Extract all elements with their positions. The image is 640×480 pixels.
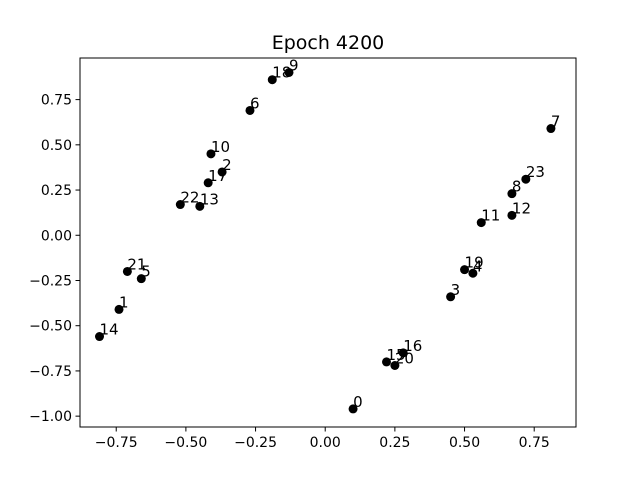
plot-area-frame (79, 57, 577, 428)
data-point-label: 13 (200, 190, 219, 208)
data-point-marker (348, 404, 358, 414)
data-point-marker (507, 210, 517, 220)
data-point-marker (398, 348, 408, 358)
data-point-marker (521, 174, 531, 184)
data-point-label: 22 (180, 189, 199, 207)
data-point-marker (507, 189, 517, 199)
data-point-label: 18 (272, 64, 291, 82)
x-tick-label: 0.50 (449, 435, 480, 451)
data-point-label: 8 (512, 178, 522, 196)
data-point-marker (114, 304, 124, 314)
data-point-label: 10 (211, 138, 230, 156)
data-point-label: 19 (465, 254, 484, 272)
y-tick-label: 0.00 (41, 228, 72, 244)
data-point-marker (390, 361, 400, 370)
x-tick-label: 0.00 (310, 435, 341, 451)
data-point-marker (203, 178, 213, 188)
data-point-label: 9 (289, 56, 299, 74)
data-point-marker (95, 332, 105, 342)
x-tick-label: −0.25 (234, 435, 277, 451)
data-point-marker (460, 265, 470, 275)
data-point-label: 16 (403, 337, 422, 355)
x-tick-label: 0.75 (519, 435, 550, 451)
y-tick-label: 0.25 (41, 183, 72, 199)
y-tick-label: −0.25 (29, 273, 72, 289)
data-point-label: 6 (250, 94, 260, 112)
x-tick-label: −0.50 (164, 435, 207, 451)
data-point-marker (175, 200, 185, 210)
x-tick-label: −0.75 (95, 435, 138, 451)
data-point-label: 7 (551, 113, 561, 131)
data-point-marker (217, 167, 227, 177)
data-point-marker (468, 268, 478, 278)
y-axis: −1.00 −0.75 −0.50 −0.25 0.00 0.25 0.50 0.75 (29, 93, 80, 425)
y-tick-label: −0.50 (29, 319, 72, 335)
data-point-label: 2 (222, 156, 232, 174)
data-point-marker (122, 266, 132, 276)
data-point-label: 17 (208, 167, 227, 185)
data-point-label: 1 (119, 293, 129, 311)
data-point-label: 12 (512, 199, 531, 217)
data-point-label: 5 (141, 263, 151, 281)
data-point-marker (245, 105, 255, 115)
y-tick-label: 0.50 (41, 138, 72, 154)
data-point-label: 3 (451, 281, 461, 299)
x-axis: −0.75 −0.50 −0.25 0.00 0.25 0.50 0.75 (95, 427, 550, 451)
data-point-label: 23 (526, 163, 545, 181)
y-tick-label: 0.75 (41, 93, 72, 109)
chart-title: Epoch 4200 (272, 32, 385, 54)
data-point-label: 4 (473, 257, 483, 275)
data-point-marker (546, 124, 556, 134)
data-point-marker (476, 218, 486, 228)
data-point-label: 11 (481, 207, 500, 225)
data-point-marker (195, 201, 205, 211)
x-tick-label: 0.25 (379, 435, 410, 451)
y-tick-label: −1.00 (29, 409, 72, 425)
data-point-label: 0 (353, 393, 363, 411)
data-point-marker (446, 292, 456, 302)
data-point-marker (136, 274, 146, 284)
data-point-marker (284, 67, 294, 77)
data-point-label: 20 (395, 350, 414, 368)
data-point-marker (267, 75, 277, 85)
y-tick-label: −0.75 (29, 364, 72, 380)
data-point-marker (382, 357, 392, 367)
data-point-label: 14 (100, 321, 119, 339)
data-point-marker (206, 149, 216, 159)
data-point-label: 21 (127, 255, 146, 273)
